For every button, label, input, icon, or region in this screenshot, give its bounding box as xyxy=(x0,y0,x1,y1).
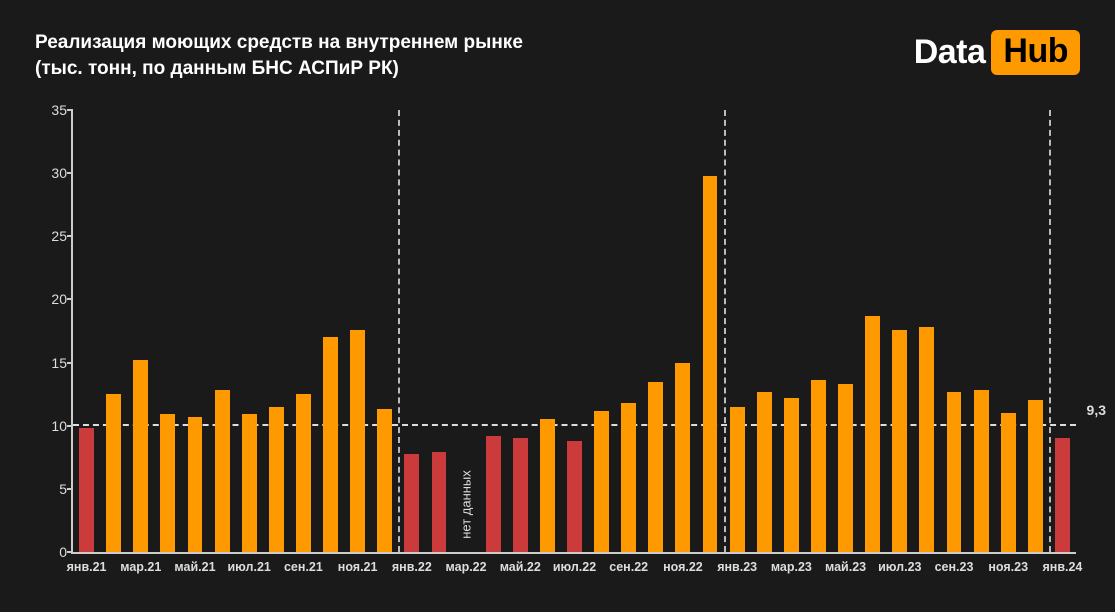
bar xyxy=(838,384,853,552)
y-tick-label: 10 xyxy=(37,418,67,434)
x-tick-label: сен.22 xyxy=(609,560,648,574)
bar-chart: 051015202530359,3янв.21мар.21май.21июл.2… xyxy=(35,110,1080,582)
bar xyxy=(648,382,663,552)
x-tick-label: мар.21 xyxy=(120,560,161,574)
bar xyxy=(865,316,880,552)
logo-text-right: Hub xyxy=(991,30,1080,75)
y-tick-label: 30 xyxy=(37,165,67,181)
bar xyxy=(188,417,203,552)
bar xyxy=(269,407,284,552)
y-tick-mark xyxy=(67,488,73,490)
y-tick-label: 15 xyxy=(37,355,67,371)
bar xyxy=(675,363,690,552)
y-tick-mark xyxy=(67,298,73,300)
x-tick-label: сен.21 xyxy=(284,560,323,574)
y-tick-label: 0 xyxy=(37,544,67,560)
y-tick-mark xyxy=(67,109,73,111)
x-tick-label: ноя.21 xyxy=(338,560,378,574)
bar xyxy=(513,438,528,552)
bar xyxy=(79,428,94,552)
bar xyxy=(703,176,718,552)
bar xyxy=(215,390,230,552)
bar xyxy=(621,403,636,552)
x-tick-label: июл.23 xyxy=(878,560,921,574)
bar xyxy=(323,337,338,552)
y-tick-label: 5 xyxy=(37,481,67,497)
no-data-label: нет данных xyxy=(459,470,474,539)
x-tick-label: май.21 xyxy=(174,560,215,574)
x-tick-label: мар.23 xyxy=(771,560,812,574)
year-separator xyxy=(1049,110,1051,552)
x-tick-label: мар.22 xyxy=(446,560,487,574)
x-tick-label: июл.22 xyxy=(553,560,596,574)
y-tick-label: 25 xyxy=(37,228,67,244)
bar xyxy=(730,407,745,552)
year-separator xyxy=(398,110,400,552)
chart-title: Реализация моющих средств на внутреннем … xyxy=(35,30,523,81)
bar xyxy=(811,380,826,552)
x-tick-label: янв.24 xyxy=(1042,560,1082,574)
x-tick-label: сен.23 xyxy=(935,560,974,574)
y-tick-mark xyxy=(67,362,73,364)
x-tick-label: янв.21 xyxy=(67,560,107,574)
header: Реализация моющих средств на внутреннем … xyxy=(35,30,1080,81)
bar xyxy=(106,394,121,552)
bar xyxy=(133,360,148,552)
bar xyxy=(757,392,772,552)
bar xyxy=(242,414,257,552)
y-tick-label: 20 xyxy=(37,291,67,307)
bar xyxy=(1001,413,1016,552)
x-tick-label: янв.23 xyxy=(717,560,757,574)
y-tick-label: 35 xyxy=(37,102,67,118)
x-tick-label: янв.22 xyxy=(392,560,432,574)
x-tick-label: июл.21 xyxy=(228,560,271,574)
x-tick-label: май.23 xyxy=(825,560,866,574)
y-tick-mark xyxy=(67,172,73,174)
logo-text-left: Data xyxy=(914,33,986,72)
title-line-2: (тыс. тонн, по данным БНС АСПиР РК) xyxy=(35,56,523,82)
bar xyxy=(784,398,799,552)
bar xyxy=(1028,400,1043,552)
bar xyxy=(377,409,392,552)
bar xyxy=(919,327,934,552)
bar xyxy=(892,330,907,552)
x-tick-label: ноя.23 xyxy=(988,560,1028,574)
bar xyxy=(486,436,501,552)
year-separator xyxy=(724,110,726,552)
bar xyxy=(350,330,365,552)
bar xyxy=(432,452,447,552)
bar xyxy=(296,394,311,552)
reference-line-label: 9,3 xyxy=(1087,402,1106,418)
bar xyxy=(974,390,989,552)
bar xyxy=(1055,438,1070,552)
bar xyxy=(567,441,582,552)
bar xyxy=(947,392,962,552)
bar xyxy=(594,411,609,552)
x-tick-label: май.22 xyxy=(500,560,541,574)
title-line-1: Реализация моющих средств на внутреннем … xyxy=(35,30,523,56)
bar xyxy=(540,419,555,552)
plot-area: 051015202530359,3янв.21мар.21май.21июл.2… xyxy=(71,110,1076,554)
x-tick-label: ноя.22 xyxy=(663,560,703,574)
logo: Data Hub xyxy=(914,30,1080,75)
bar xyxy=(160,414,175,552)
y-tick-mark xyxy=(67,235,73,237)
y-tick-mark xyxy=(67,551,73,553)
bar xyxy=(404,454,419,553)
